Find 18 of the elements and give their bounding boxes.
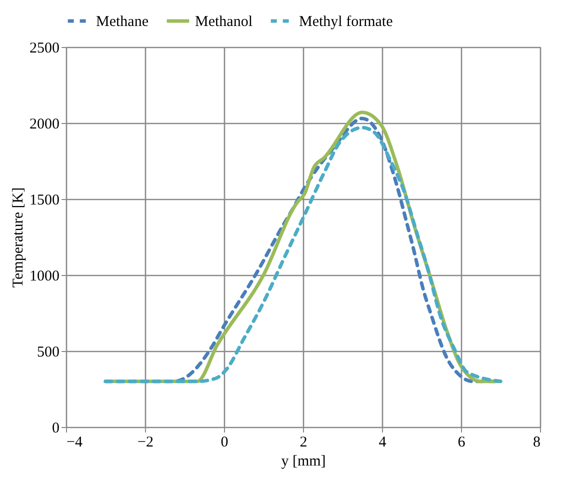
x-tick-label: 8 <box>533 434 540 450</box>
y-tick-label: 0 <box>52 420 60 436</box>
x-tick-label: 4 <box>378 434 387 450</box>
y-tick-label: 1500 <box>30 192 60 208</box>
y-tick-label: 2500 <box>30 40 60 56</box>
x-tick-label: 0 <box>220 434 228 450</box>
legend-label: Methane <box>96 14 149 30</box>
x-tick-label: −4 <box>66 434 83 450</box>
x-tick-label: 6 <box>458 434 466 450</box>
y-axis-title: Temperature [K] <box>10 187 26 288</box>
legend-label: Methyl formate <box>299 14 394 30</box>
y-tick-label: 1000 <box>30 268 60 284</box>
y-tick-label: 2000 <box>30 116 60 132</box>
y-tick-label: 500 <box>37 344 60 360</box>
legend-label: Methanol <box>195 14 252 30</box>
x-axis-title: y [mm] <box>281 454 326 470</box>
x-tick-label: 2 <box>300 434 308 450</box>
x-tick-label: −2 <box>138 434 154 450</box>
